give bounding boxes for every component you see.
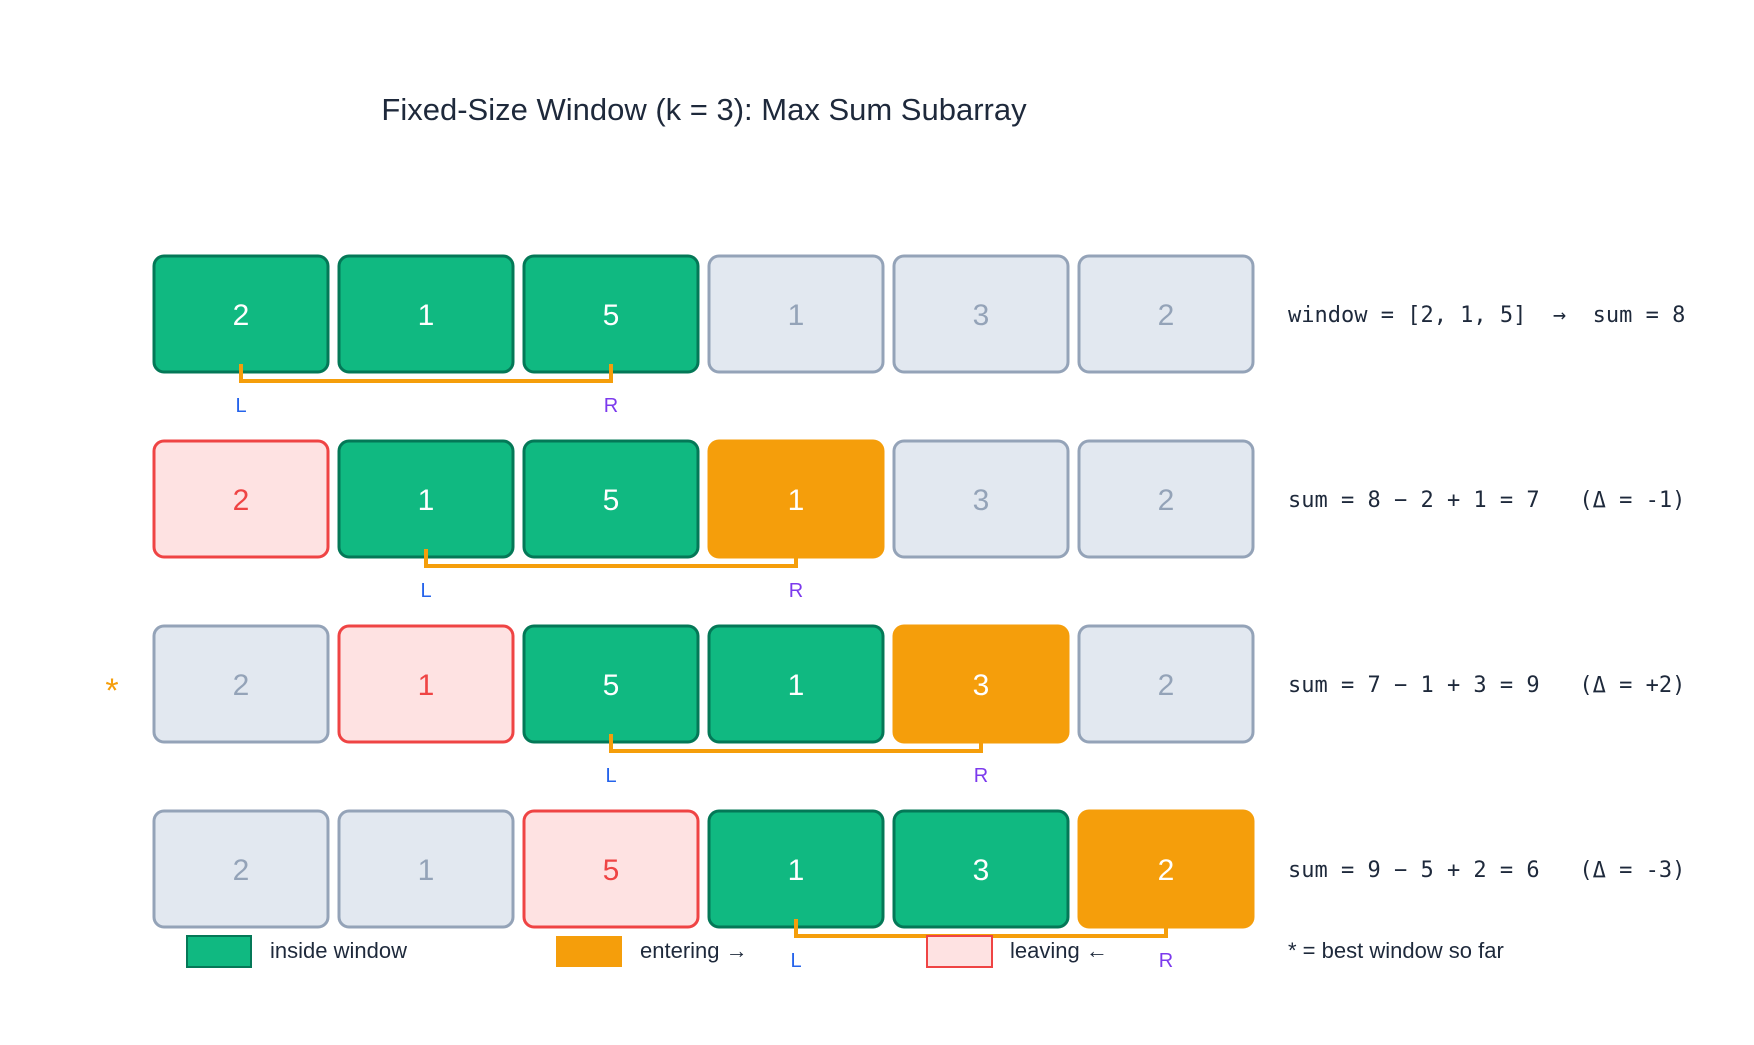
cell-value: 1 [788, 299, 805, 332]
cell-value: 5 [603, 299, 620, 332]
legend-label-leaving: leaving ← [1010, 938, 1108, 963]
pointer-l-label: L [235, 395, 246, 417]
cell-value: 2 [1158, 299, 1175, 332]
cell-value: 2 [1158, 484, 1175, 517]
cell-outside [152, 624, 330, 744]
legend-label-inside: inside window [270, 938, 407, 963]
sum-equation: sum = 9 − 5 + 2 = 6 (Δ = -3) [1288, 858, 1685, 883]
cell-value: 5 [603, 484, 620, 517]
window-bracket [424, 549, 798, 568]
cell-value: 2 [233, 854, 250, 887]
diagram-title: Fixed-Size Window (k = 3): Max Sum Subar… [381, 92, 1027, 127]
cell-inside [892, 809, 1070, 929]
cell-outside [892, 439, 1070, 559]
sum-equation: sum = 8 − 2 + 1 = 7 (Δ = -1) [1288, 488, 1685, 513]
cell-value: 5 [603, 854, 620, 887]
pointer-l-label: L [790, 950, 801, 972]
cell-value: 3 [973, 854, 990, 887]
legend: inside window entering → leaving ← * = b… [186, 935, 1504, 968]
pointer-r-label: R [1159, 950, 1173, 972]
sum-equation: sum = 7 − 1 + 3 = 9 (Δ = +2) [1288, 673, 1685, 698]
cell-value: 1 [788, 854, 805, 887]
cell-inside [707, 624, 885, 744]
cell-outside [892, 254, 1070, 374]
cell-outside [152, 809, 330, 929]
cell-value: 3 [973, 484, 990, 517]
cell-inside [522, 439, 700, 559]
window-bracket [239, 364, 613, 383]
cell-value: 2 [1158, 854, 1175, 887]
cell-value: 1 [418, 484, 435, 517]
cell-leaving [337, 624, 515, 744]
pointer-r-label: R [974, 765, 988, 787]
cell-value: 1 [418, 854, 435, 887]
cell-value: 1 [788, 669, 805, 702]
legend-swatch-inside [186, 935, 252, 968]
cell-value: 2 [233, 669, 250, 702]
legend-swatch-leaving [926, 935, 993, 968]
cell-leaving [522, 809, 700, 929]
cell-value: 2 [1158, 669, 1175, 702]
window-bracket [609, 734, 983, 753]
cell-outside [1077, 254, 1255, 374]
pointer-l-label: L [420, 580, 431, 602]
best-window-star: * [105, 672, 118, 710]
cell-value: 5 [603, 669, 620, 702]
pointer-l-label: L [605, 765, 616, 787]
cell-outside [1077, 439, 1255, 559]
cell-outside [337, 809, 515, 929]
sum-equation: window = [2, 1, 5] → sum = 8 [1288, 303, 1685, 328]
cell-value: 3 [973, 669, 990, 702]
legend-label-entering: entering → [640, 938, 748, 963]
pointer-r-label: R [789, 580, 803, 602]
cell-outside [1077, 624, 1255, 744]
cell-leaving [152, 439, 330, 559]
cell-value: 3 [973, 299, 990, 332]
cell-value: 1 [418, 669, 435, 702]
cell-value: 2 [233, 484, 250, 517]
pointer-r-label: R [604, 395, 618, 417]
cell-value: 1 [788, 484, 805, 517]
cell-value: 2 [233, 299, 250, 332]
cell-value: 1 [418, 299, 435, 332]
legend-footnote: * = best window so far [1288, 938, 1504, 963]
legend-swatch-entering [556, 936, 622, 967]
cell-outside [707, 254, 885, 374]
cell-inside [337, 254, 515, 374]
